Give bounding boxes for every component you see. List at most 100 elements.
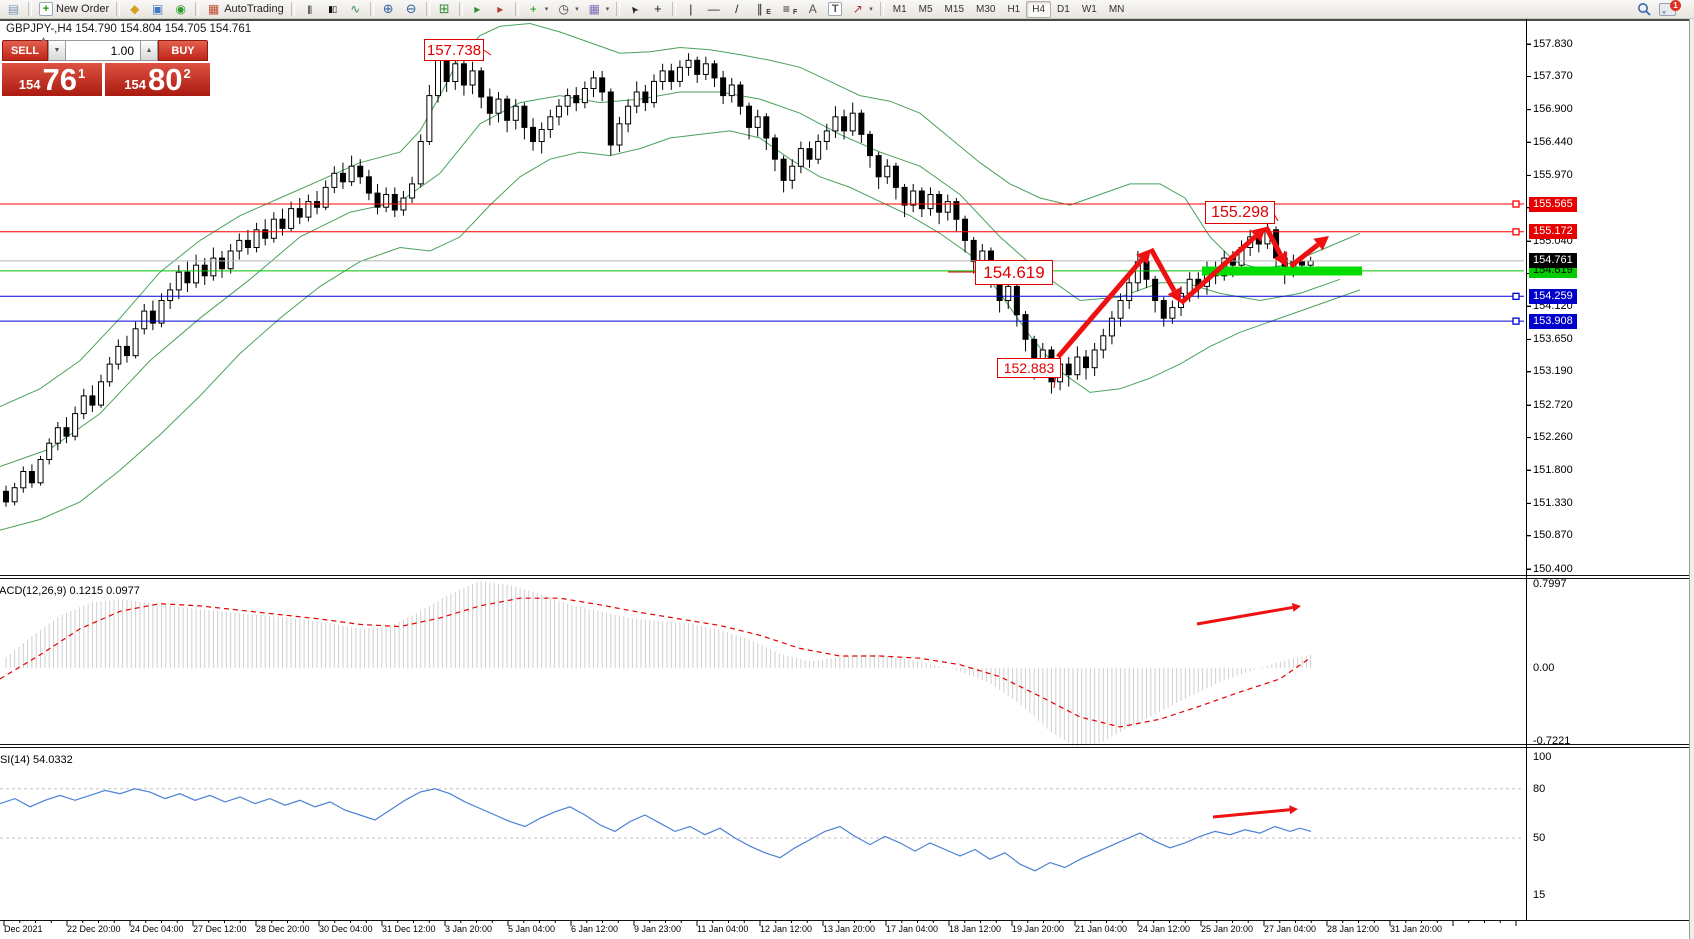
bar-chart-icon[interactable]: |||: [298, 1, 321, 18]
price-axis[interactable]: 157.830 157.370 156.900 156.440 155.970 155.5…: [1527, 0, 1694, 939]
timeframe-h4[interactable]: H4: [1026, 0, 1052, 18]
chart-window-icon[interactable]: ▤: [2, 1, 25, 18]
trend-arrow[interactable]: [1148, 247, 1181, 303]
time-label: 31 Dec 12:00: [382, 924, 436, 934]
candle: [219, 251, 225, 278]
candle: [296, 198, 303, 225]
trend-arrow[interactable]: [1263, 225, 1288, 267]
rsi-axis-15: 15: [1533, 888, 1546, 901]
candle: [555, 99, 562, 126]
candlestick-chart-icon[interactable]: ▮▯: [321, 1, 344, 18]
volume-input[interactable]: [66, 40, 140, 61]
timeframe-d1[interactable]: D1: [1057, 3, 1070, 15]
line-chart-icon[interactable]: ∿: [344, 1, 367, 18]
volume-down-button[interactable]: ▼: [48, 40, 66, 61]
channel-icon: ∥: [752, 2, 767, 16]
cursor-icon[interactable]: ➤: [623, 1, 646, 18]
arrows-tool-icon[interactable]: ↗ ▾: [846, 1, 877, 18]
price-line-handle[interactable]: [1512, 200, 1520, 208]
price-line-handle[interactable]: [1512, 292, 1520, 300]
channel-icon[interactable]: ∥ E: [748, 1, 775, 18]
trend-arrow[interactable]: [1056, 249, 1151, 359]
text-label-icon[interactable]: T: [824, 1, 846, 18]
timeframe-m1[interactable]: M1: [892, 3, 907, 15]
signals-icon: ◉: [173, 2, 188, 16]
text-icon[interactable]: A: [801, 1, 824, 18]
price-tick-156.900: 156.900: [1527, 103, 1573, 116]
candle: [409, 176, 416, 203]
support-zone-rectangle[interactable]: [1202, 266, 1362, 276]
candle: [892, 162, 899, 200]
periods-icon: ◷: [558, 2, 569, 16]
candle: [11, 482, 18, 506]
autotrading-button-label: AutoTrading: [224, 3, 284, 15]
price-line-handle[interactable]: [1512, 228, 1520, 236]
arrows-tool-icon: ↗: [850, 2, 865, 16]
macd-separator-2[interactable]: [0, 578, 1694, 579]
periods-icon[interactable]: ◷ ▾: [552, 1, 583, 18]
zoom-in-icon[interactable]: ⊕: [377, 1, 400, 18]
timeframe-h1[interactable]: H1: [1007, 3, 1021, 15]
high-price-callout[interactable]: 157.738: [424, 39, 484, 61]
horizontal-line-icon[interactable]: —: [702, 1, 725, 18]
candle: [858, 109, 865, 143]
trend-arrow[interactable]: [1212, 805, 1298, 819]
trendline-icon[interactable]: /: [725, 1, 748, 18]
fibonacci-icon[interactable]: ≡ F: [775, 1, 801, 18]
autotrading-button[interactable]: ▦ AutoTrading: [202, 1, 288, 18]
terminal-icon[interactable]: ▣: [146, 1, 169, 18]
sell-price-display[interactable]: 154 76 1: [2, 63, 102, 96]
buy-button[interactable]: BUY: [158, 40, 208, 61]
candle: [1108, 311, 1115, 345]
notifications-button[interactable]: 1: [1655, 0, 1681, 18]
signals-icon[interactable]: ◉: [169, 1, 192, 18]
chart-shift-icon[interactable]: ▸: [489, 1, 512, 18]
trend-arrow[interactable]: [1196, 602, 1301, 626]
support-callout[interactable]: 154.619: [975, 260, 1053, 285]
crosshair-icon[interactable]: +: [646, 1, 669, 18]
candle: [927, 187, 934, 216]
candle: [460, 58, 467, 96]
candle: [348, 155, 355, 186]
trend-arrow[interactable]: [1179, 227, 1266, 305]
zoom-out-icon[interactable]: ⊖: [400, 1, 423, 18]
resistance-callout[interactable]: 155.298: [1205, 201, 1275, 224]
rsi-separator-2[interactable]: [0, 747, 1694, 748]
trend-arrow[interactable]: [1289, 236, 1329, 268]
volume-up-button[interactable]: ▲: [140, 40, 158, 61]
candle: [797, 141, 804, 174]
profiles-icon[interactable]: ◆: [123, 1, 146, 18]
timeframe-m5[interactable]: M5: [918, 3, 933, 15]
sell-button[interactable]: SELL: [2, 40, 48, 61]
add-indicator-icon[interactable]: + ▾: [522, 1, 553, 18]
vertical-line-icon[interactable]: |: [679, 1, 702, 18]
timeframe-m30[interactable]: M30: [976, 3, 996, 15]
templates-icon[interactable]: ▦ ▾: [583, 1, 614, 18]
timeframe-m15[interactable]: M15: [944, 3, 964, 15]
macd-separator[interactable]: [0, 575, 1694, 576]
text-label-icon: T: [828, 2, 843, 16]
candle: [115, 339, 122, 370]
time-label: 30 Dec 04:00: [319, 924, 373, 934]
low-price-callout[interactable]: 152.883: [997, 358, 1061, 378]
rsi-separator[interactable]: [0, 744, 1694, 745]
time-label: Dec 2021: [4, 924, 43, 934]
search-button[interactable]: [1633, 1, 1655, 18]
trendline-icon: /: [729, 2, 744, 16]
macd-histogram: [5, 581, 1312, 747]
price-line-handle[interactable]: [1512, 317, 1520, 325]
buy-price-sup: 2: [183, 66, 191, 81]
buy-price-display[interactable]: 154 80 2: [105, 63, 210, 96]
tile-windows-icon[interactable]: ⊞: [433, 1, 456, 18]
new-order-button[interactable]: + New Order: [35, 1, 113, 18]
timeframe-mn[interactable]: MN: [1108, 3, 1125, 15]
auto-scroll-icon[interactable]: ▸: [466, 1, 489, 18]
candle: [573, 87, 580, 112]
crosshair-icon: +: [653, 1, 662, 16]
time-axis[interactable]: Dec 2021 22 Dec 20:00 24 Dec 04:00 27 Dec 1…: [0, 922, 1527, 939]
trade-panel-collapse-icon[interactable]: ▲: [40, 36, 47, 43]
candle: [841, 109, 848, 140]
timeframe-w1[interactable]: W1: [1081, 3, 1097, 15]
spinner-up-icon: ▲: [145, 47, 153, 54]
